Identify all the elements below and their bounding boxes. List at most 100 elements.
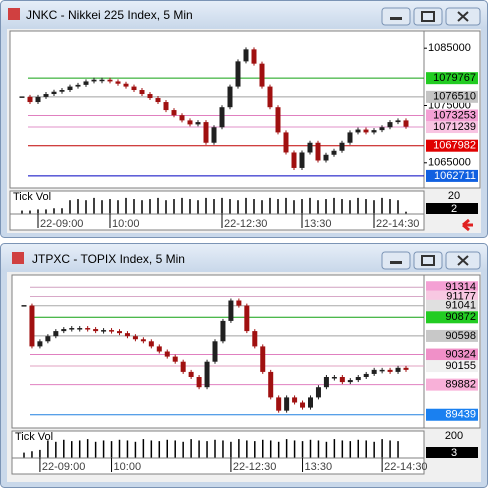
level-label: 90598: [445, 330, 476, 342]
candle: [235, 61, 241, 87]
title-bar: [1, 244, 487, 271]
minimize-button[interactable]: [381, 7, 411, 26]
candle: [355, 129, 361, 133]
candle: [395, 367, 401, 372]
candle: [251, 49, 257, 64]
window-buttons[interactable]: [381, 251, 481, 270]
candle: [61, 329, 67, 332]
level-label-bg: [426, 109, 478, 122]
level-label: 89439: [445, 409, 476, 421]
candle: [323, 377, 329, 388]
volume-label: Tick Vol: [15, 431, 53, 443]
window-buttons[interactable]: [381, 7, 481, 26]
candle: [179, 115, 185, 121]
candle: [212, 341, 218, 362]
level-label: 1062711: [434, 170, 476, 182]
candle: [140, 339, 146, 342]
maximize-button[interactable]: [413, 7, 443, 26]
candle: [163, 102, 169, 111]
candle: [220, 320, 226, 342]
volume-tick-label: 200: [445, 430, 463, 442]
candle: [19, 96, 25, 98]
candle: [37, 341, 43, 347]
plot-area: [9, 30, 425, 189]
candle: [59, 90, 65, 92]
candle: [148, 341, 154, 347]
close-icon: [457, 11, 469, 22]
candle: [29, 305, 35, 347]
volume-last-bg: [426, 203, 478, 214]
candle: [331, 377, 337, 379]
x-tick-label: 22-14:30: [384, 461, 427, 473]
candle: [268, 371, 274, 398]
level-label-bg: [426, 121, 478, 134]
candle: [331, 150, 337, 155]
candle: [139, 90, 145, 95]
level-label-bg: [426, 329, 478, 342]
candle: [75, 84, 81, 87]
candle: [291, 152, 297, 168]
candle: [187, 120, 193, 125]
candle: [339, 142, 345, 151]
level-label: 90155: [445, 360, 476, 372]
level-label-bg: [426, 311, 478, 324]
level-label-bg: [426, 290, 478, 303]
candle: [300, 402, 306, 408]
app-icon: [12, 252, 24, 264]
app-icon: [8, 8, 20, 20]
candle: [259, 63, 265, 87]
candle: [228, 300, 234, 321]
candle: [203, 122, 209, 143]
level-label-bg: [426, 378, 478, 391]
candle: [307, 142, 313, 153]
maximize-button[interactable]: [413, 251, 443, 270]
volume-tick-label: 20: [448, 190, 460, 202]
level-label: 1079767: [433, 72, 476, 84]
candle: [283, 132, 289, 153]
candle: [164, 351, 170, 357]
candle: [275, 107, 281, 133]
candle: [45, 336, 51, 342]
arrow-icon[interactable]: [462, 218, 473, 232]
candle: [371, 130, 377, 133]
level-label: 89882: [445, 379, 476, 391]
level-label: 1076510: [433, 91, 476, 103]
y-tick-label: 1085000: [428, 42, 471, 54]
volume-last-bg: [426, 447, 478, 458]
minimize-button[interactable]: [381, 251, 411, 270]
candle: [355, 377, 361, 381]
candle: [267, 86, 273, 108]
candle: [323, 154, 329, 161]
level-label: 90872: [445, 311, 476, 323]
volume-area: [9, 190, 425, 215]
maximize-icon: [421, 255, 435, 266]
x-tick-label: 13:30: [304, 218, 332, 230]
candle: [85, 328, 91, 330]
x-tick-label: 22-09:00: [40, 218, 83, 230]
candle: [379, 369, 385, 372]
plot-area: [11, 274, 425, 429]
level-label-bg: [426, 72, 478, 85]
candle: [147, 94, 153, 99]
candle: [379, 127, 385, 131]
candle: [371, 369, 377, 374]
x-tick-label: 22-12:30: [224, 218, 267, 230]
candle: [219, 107, 225, 128]
level-label: 91177: [446, 290, 476, 302]
x-tick-label: 13:30: [305, 461, 333, 473]
candle: [195, 122, 201, 125]
level-label: 90324: [445, 348, 476, 360]
candle: [171, 110, 177, 116]
x-tick-label: 22-12:30: [233, 461, 276, 473]
level-label: 1067982: [433, 140, 476, 152]
level-label-bg: [426, 281, 478, 294]
candle: [67, 86, 73, 91]
candle: [387, 122, 393, 128]
candle: [403, 120, 409, 127]
candle: [363, 129, 369, 133]
candle: [21, 305, 27, 307]
x-tick-label: 22-09:00: [42, 461, 85, 473]
window-title: JTPXC - TOPIX Index, 5 Min: [32, 252, 185, 266]
